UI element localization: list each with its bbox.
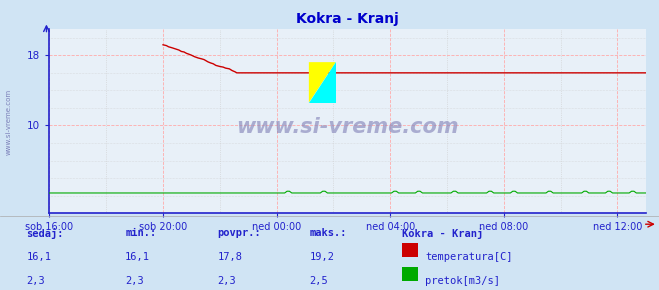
Text: temperatura[C]: temperatura[C] — [425, 252, 513, 262]
Text: 2,3: 2,3 — [217, 276, 236, 287]
Polygon shape — [309, 62, 335, 103]
Text: 16,1: 16,1 — [125, 252, 150, 262]
Polygon shape — [309, 62, 335, 103]
Text: www.si-vreme.com: www.si-vreme.com — [5, 89, 11, 155]
Text: 2,3: 2,3 — [26, 276, 45, 287]
Text: pretok[m3/s]: pretok[m3/s] — [425, 276, 500, 287]
Bar — [402, 243, 418, 257]
Title: Kokra - Kranj: Kokra - Kranj — [297, 12, 399, 26]
Text: 19,2: 19,2 — [310, 252, 335, 262]
Text: povpr.:: povpr.: — [217, 228, 261, 238]
Text: www.si-vreme.com: www.si-vreme.com — [237, 117, 459, 137]
Bar — [402, 267, 418, 281]
Text: 2,5: 2,5 — [310, 276, 328, 287]
Text: Kokra - Kranj: Kokra - Kranj — [402, 228, 483, 239]
Text: maks.:: maks.: — [310, 228, 347, 238]
Text: sedaj:: sedaj: — [26, 228, 64, 239]
Text: min.:: min.: — [125, 228, 156, 238]
Text: 17,8: 17,8 — [217, 252, 243, 262]
Text: 16,1: 16,1 — [26, 252, 51, 262]
Text: 2,3: 2,3 — [125, 276, 144, 287]
